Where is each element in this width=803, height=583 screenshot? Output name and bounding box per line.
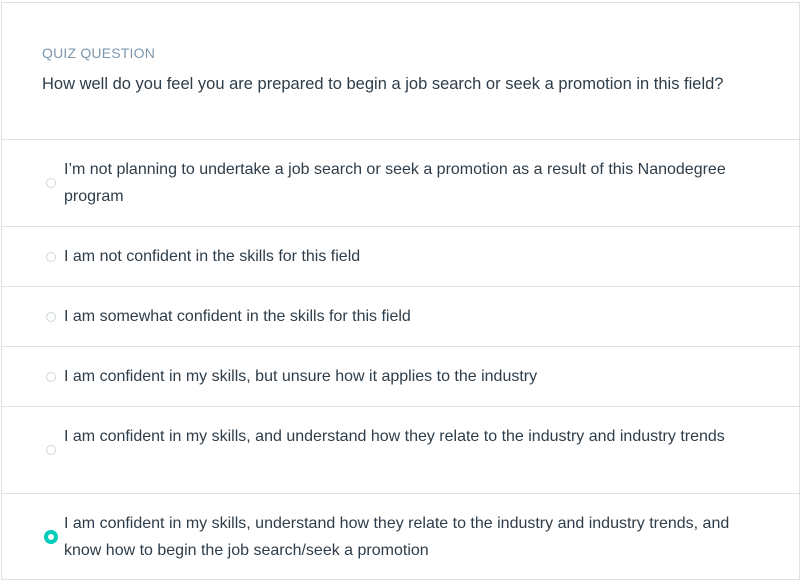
quiz-header: QUIZ QUESTION How well do you feel you a… — [2, 3, 799, 140]
radio-button-2[interactable] — [46, 252, 56, 262]
quiz-question-text: How well do you feel you are prepared to… — [42, 75, 724, 93]
answer-option-label: I’m not planning to undertake a job sear… — [64, 161, 726, 205]
answer-option-4[interactable]: I am confident in my skills, but unsure … — [2, 347, 799, 407]
answer-option-3[interactable]: I am somewhat confident in the skills fo… — [2, 287, 799, 347]
answer-option-2[interactable]: I am not confident in the skills for thi… — [2, 227, 799, 287]
answer-option-label: I am not confident in the skills for thi… — [64, 248, 361, 265]
answer-option-1[interactable]: I’m not planning to undertake a job sear… — [2, 140, 799, 227]
answer-options: I’m not planning to undertake a job sear… — [2, 140, 799, 578]
radio-button-6-selected[interactable] — [44, 530, 58, 544]
radio-button-1[interactable] — [46, 178, 56, 188]
radio-button-3[interactable] — [46, 312, 56, 322]
radio-button-5[interactable] — [46, 445, 56, 455]
answer-option-label: I am confident in my skills, and underst… — [64, 428, 725, 445]
answer-option-label: I am confident in my skills, but unsure … — [64, 368, 538, 385]
answer-option-label: I am confident in my skills, understand … — [64, 515, 730, 559]
radio-button-4[interactable] — [46, 372, 56, 382]
answer-option-6[interactable]: I am confident in my skills, understand … — [2, 494, 799, 578]
quiz-kicker: QUIZ QUESTION — [42, 45, 156, 61]
answer-option-5[interactable]: I am confident in my skills, and underst… — [2, 407, 799, 494]
answer-option-label: I am somewhat confident in the skills fo… — [64, 308, 411, 325]
